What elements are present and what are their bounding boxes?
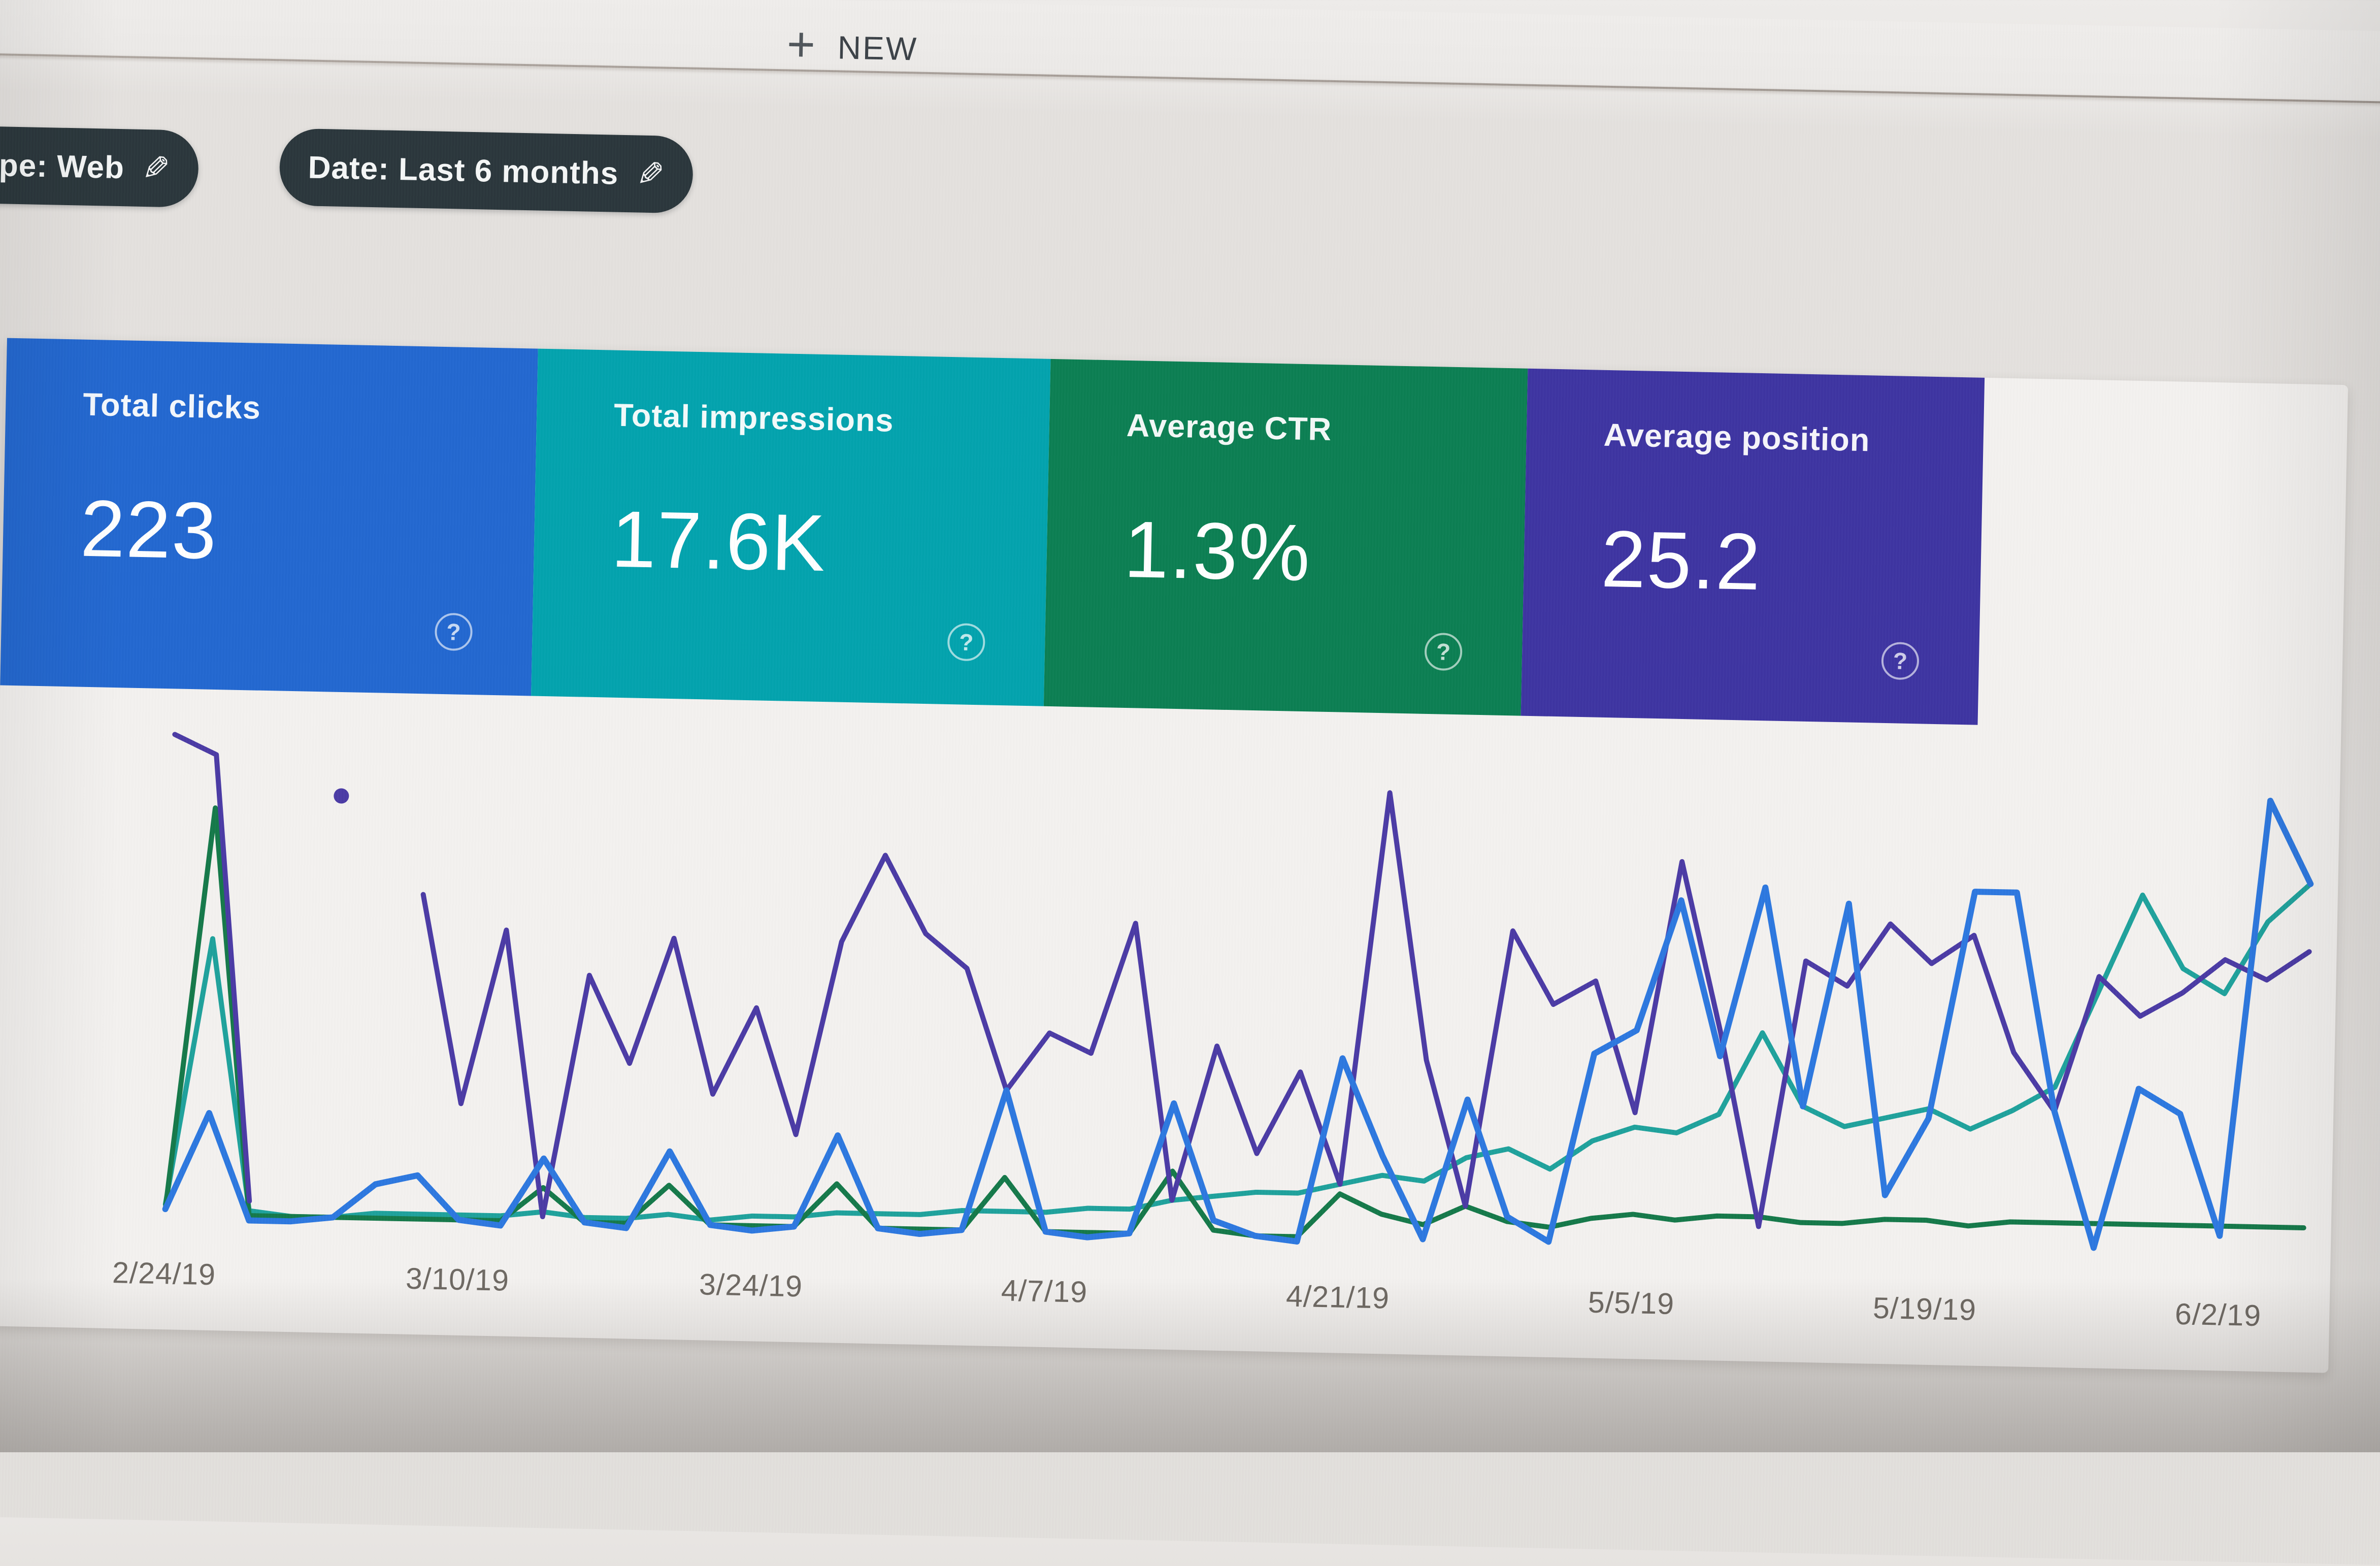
x-axis-tick-label: 5/19/19 xyxy=(1872,1291,1977,1327)
browser-chrome-divider xyxy=(0,52,2380,105)
x-axis-tick-label: 5/5/19 xyxy=(1588,1285,1675,1321)
help-icon[interactable]: ? xyxy=(434,612,473,651)
new-filter-button[interactable]: + NEW xyxy=(786,8,918,87)
pencil-edit-icon[interactable]: ✎ xyxy=(635,154,665,193)
card-value: 25.2 xyxy=(1600,514,1763,607)
card-label: Average CTR xyxy=(1126,407,1332,448)
summary-card-total-impressions[interactable]: Total impressions 17.6K? xyxy=(531,348,1051,706)
pencil-edit-icon[interactable]: ✎ xyxy=(141,149,171,187)
summary-card-average-position[interactable]: Average position 25.2? xyxy=(1520,368,1985,725)
card-label: Total clicks xyxy=(82,386,261,426)
new-filter-label: NEW xyxy=(837,29,918,68)
plus-icon: + xyxy=(786,17,816,72)
filter-chip-0[interactable]: type: Web ✎ xyxy=(0,125,200,208)
x-axis-tick-label: 4/21/19 xyxy=(1285,1279,1390,1315)
filter-chip-label: Date: Last 6 months xyxy=(308,149,619,191)
performance-chart[interactable] xyxy=(157,718,2320,1284)
series-point-average-position xyxy=(334,788,349,804)
chart-canvas xyxy=(162,732,2314,1251)
card-label: Total impressions xyxy=(613,397,895,439)
x-axis-tick-label: 2/24/19 xyxy=(112,1256,216,1292)
summary-card-average-ctr[interactable]: Average CTR 1.3%? xyxy=(1043,358,1528,716)
series-line-total-impressions xyxy=(162,881,2313,1223)
help-icon[interactable]: ? xyxy=(947,623,986,662)
x-axis-tick-label: 3/24/19 xyxy=(699,1267,803,1303)
summary-cards-row: Total clicks 223? Total impressions 17.6K? A… xyxy=(0,338,1985,725)
card-label: Average position xyxy=(1603,417,1871,459)
help-icon[interactable]: ? xyxy=(1424,632,1463,671)
card-value: 17.6K xyxy=(610,494,827,589)
series-line-total-clicks xyxy=(162,797,2314,1251)
performance-panel: Total clicks 223? Total impressions 17.6K? A… xyxy=(0,338,2349,1373)
filter-chip-1[interactable]: Date: Last 6 months ✎ xyxy=(279,128,694,214)
x-axis-tick-label: 4/7/19 xyxy=(1001,1274,1088,1309)
x-axis-tick-label: 3/10/19 xyxy=(405,1261,510,1297)
filter-chip-label: type: Web xyxy=(0,147,125,185)
help-icon[interactable]: ? xyxy=(1881,641,1920,680)
card-value: 223 xyxy=(79,483,218,576)
series-line-average-position xyxy=(172,732,2312,1229)
filter-bar: type: Web ✎ Date: Last 6 months ✎ xyxy=(0,119,2380,254)
summary-card-total-clicks[interactable]: Total clicks 223? xyxy=(0,338,538,696)
x-axis-tick-label: 6/2/19 xyxy=(2174,1297,2262,1333)
card-value: 1.3% xyxy=(1123,504,1312,598)
series-line-average-ctr xyxy=(162,805,2306,1239)
